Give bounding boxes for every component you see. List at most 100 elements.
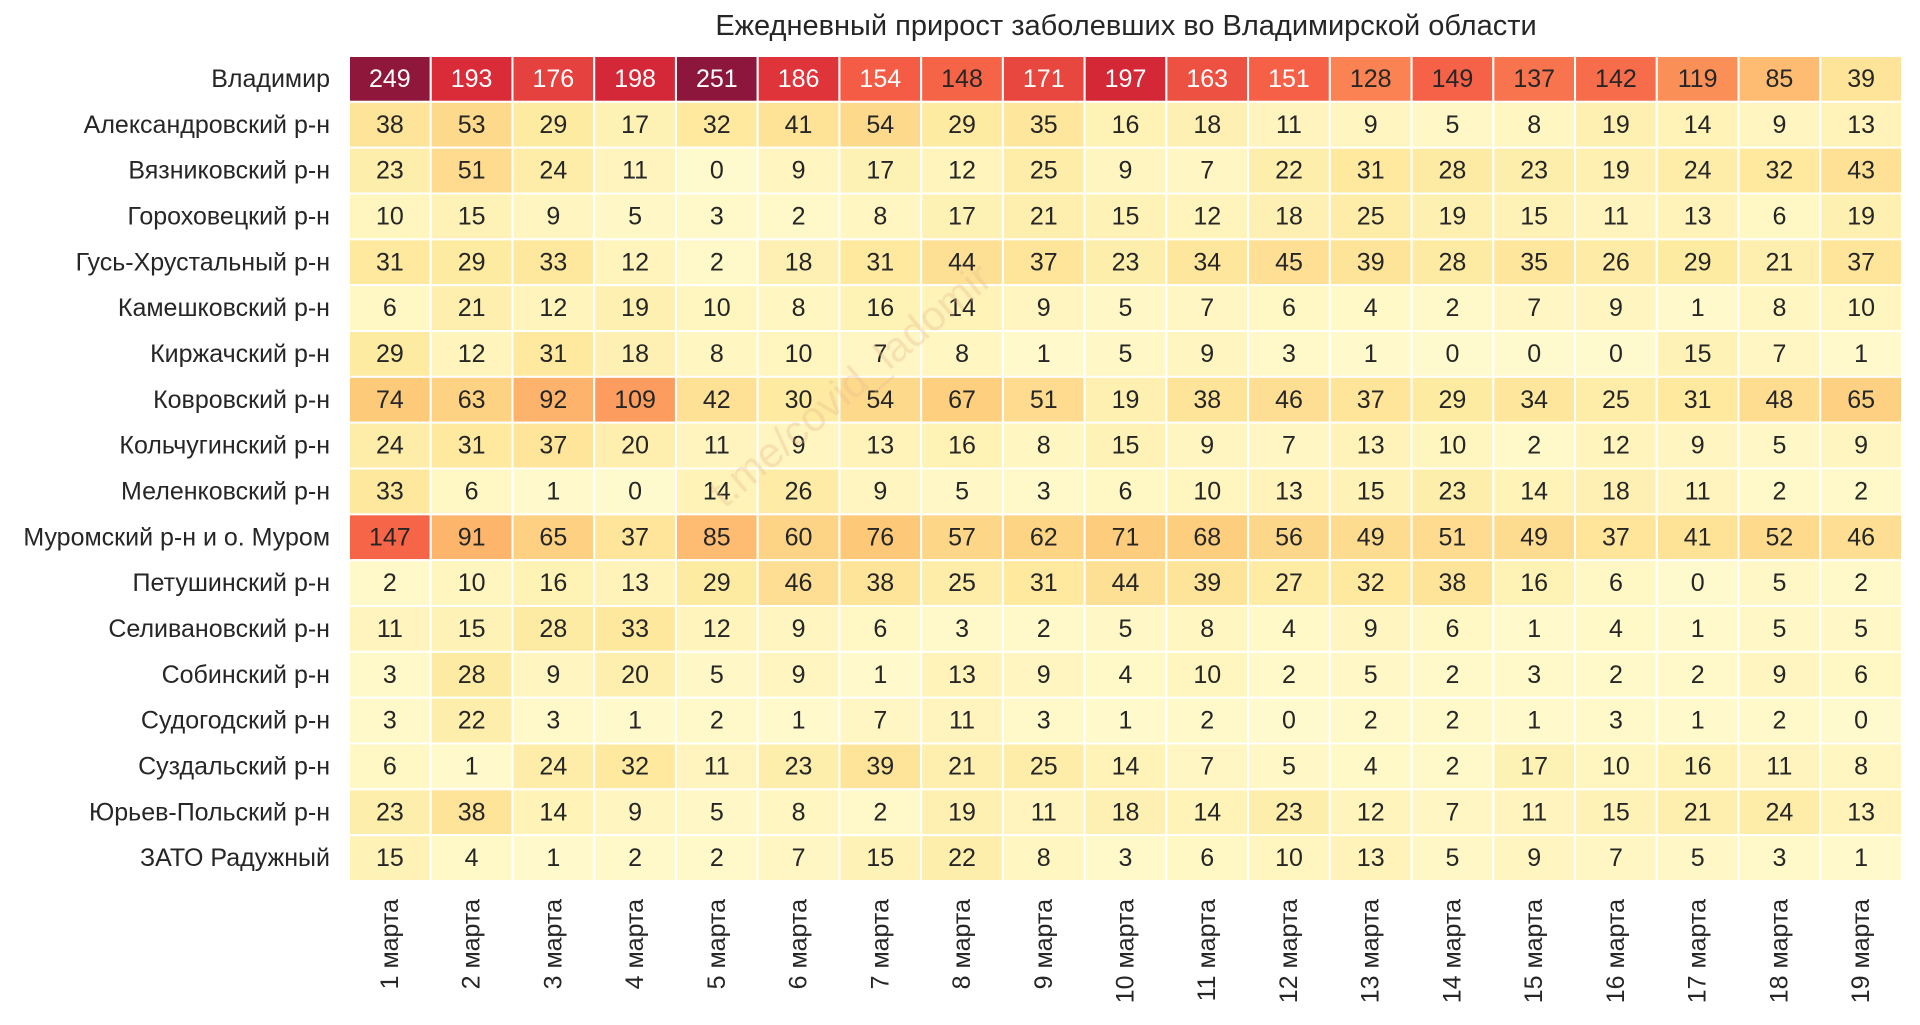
heatmap-cell — [1737, 559, 1822, 608]
heatmap-cell — [1819, 559, 1904, 608]
cell-value-label: 19 — [1439, 202, 1467, 230]
cell-value-label: 8 — [792, 798, 806, 826]
column-label: 14 марта — [1438, 899, 1466, 1003]
cell-value-label: 8 — [1200, 615, 1214, 643]
cell-value-label: 0 — [1854, 707, 1868, 735]
heatmap-cell — [756, 146, 841, 195]
row-label: Селивановский р-н — [108, 615, 330, 643]
cell-value-label: 3 — [1037, 477, 1051, 505]
heatmap-cell — [1165, 238, 1250, 287]
cell-value-label: 0 — [1282, 707, 1296, 735]
cell-value-label: 51 — [458, 157, 486, 185]
cell-value-label: 26 — [785, 477, 813, 505]
cell-value-label: 29 — [703, 569, 731, 597]
cell-value-label: 23 — [785, 752, 813, 780]
heatmap-cell — [1247, 467, 1331, 516]
heatmap-cell — [1001, 55, 1086, 103]
heatmap-cell — [1410, 696, 1495, 745]
cell-value-label: 6 — [1282, 294, 1296, 322]
cell-value-label: 4 — [1609, 615, 1623, 643]
cell-value-label: 9 — [1119, 157, 1133, 185]
cell-value-label: 1 — [628, 707, 642, 735]
heatmap-cell — [1492, 834, 1577, 883]
heatmap-cell — [1492, 421, 1577, 470]
column-label: 10 марта — [1112, 899, 1140, 1003]
heatmap-cell — [1165, 650, 1250, 699]
row-label: Кольчугинский р-н — [119, 432, 330, 460]
cell-value-label: 6 — [1119, 477, 1133, 505]
heatmap-cell — [1165, 330, 1250, 378]
heatmap-cell — [1492, 605, 1577, 653]
cell-value-label: 11 — [377, 615, 403, 643]
cell-value-label: 29 — [1439, 386, 1467, 414]
cell-value-label: 17 — [621, 111, 649, 139]
cell-value-label: 65 — [1847, 386, 1875, 414]
cell-value-label: 4 — [1282, 615, 1296, 643]
heatmap-cell — [593, 605, 677, 653]
heatmap-cell — [511, 650, 596, 699]
cell-value-label: 151 — [1268, 65, 1310, 93]
cell-value-label: 31 — [1030, 569, 1058, 597]
cell-value-label: 13 — [1357, 844, 1385, 872]
cell-value-label: 15 — [1112, 432, 1140, 460]
cell-value-label: 11 — [1685, 477, 1711, 505]
cell-value-label: 8 — [1772, 294, 1786, 322]
cell-value-label: 119 — [1678, 65, 1718, 93]
cell-value-label: 38 — [1193, 386, 1221, 414]
cell-value-label: 24 — [376, 432, 404, 460]
cell-value-label: 8 — [792, 294, 806, 322]
heatmap-cell — [1737, 834, 1822, 883]
cell-value-label: 6 — [1609, 569, 1623, 597]
heatmap-cell — [1574, 421, 1658, 470]
heatmap-cell — [348, 192, 432, 241]
cell-value-label: 12 — [948, 157, 976, 185]
heatmap-cell — [1410, 834, 1495, 883]
cell-value-label: 11 — [704, 752, 730, 780]
cell-value-label: 9 — [1772, 661, 1786, 689]
heatmap-cell — [674, 788, 759, 837]
cell-value-label: 7 — [1200, 157, 1214, 185]
heatmap-cell — [1001, 559, 1086, 608]
cell-value-label: 62 — [1030, 523, 1058, 551]
heatmap-cell — [1819, 55, 1904, 103]
cell-value-label: 23 — [376, 157, 404, 185]
column-label: 4 марта — [621, 899, 649, 989]
cell-value-label: 5 — [1119, 294, 1133, 322]
heatmap-cell — [1574, 513, 1658, 562]
heatmap-cell — [1165, 834, 1250, 883]
cell-value-label: 54 — [866, 111, 894, 139]
cell-value-label: 13 — [866, 432, 894, 460]
cell-value-label: 56 — [1275, 523, 1303, 551]
cell-value-label: 13 — [1847, 798, 1875, 826]
cell-value-label: 2 — [383, 569, 397, 597]
cell-value-label: 10 — [376, 202, 404, 230]
column-label: 18 марта — [1765, 899, 1793, 1003]
cell-value-label: 15 — [1602, 798, 1630, 826]
heatmap-cell — [511, 742, 596, 791]
heatmap-cell — [1737, 513, 1822, 562]
cell-value-label: 7 — [1282, 432, 1296, 460]
cell-value-label: 3 — [1527, 661, 1541, 689]
column-label: 9 марта — [1030, 899, 1058, 989]
cell-value-label: 16 — [948, 432, 976, 460]
heatmap-cell — [1328, 696, 1413, 745]
cell-value-label: 21 — [1765, 248, 1793, 276]
cell-value-label: 9 — [1772, 111, 1786, 139]
heatmap-cell — [1655, 559, 1740, 608]
heatmap-cell — [1083, 605, 1168, 653]
cell-value-label: 2 — [1282, 661, 1296, 689]
cell-value-label: 3 — [1609, 707, 1623, 735]
cell-value-label: 7 — [1772, 340, 1786, 368]
heatmap-cell — [429, 834, 514, 883]
heatmap-cell — [674, 284, 759, 332]
heatmap-cell — [1247, 284, 1331, 332]
cell-value-label: 5 — [628, 202, 642, 230]
cell-value-label: 4 — [465, 844, 479, 872]
heatmap-cell — [1001, 238, 1086, 287]
cell-value-label: 29 — [948, 111, 976, 139]
cell-value-label: 46 — [1847, 523, 1875, 551]
row-label: ЗАТО Радужный — [140, 844, 330, 872]
heatmap-cell — [1410, 55, 1495, 103]
heatmap-cell — [838, 788, 923, 837]
heatmap-cell — [1001, 650, 1086, 699]
